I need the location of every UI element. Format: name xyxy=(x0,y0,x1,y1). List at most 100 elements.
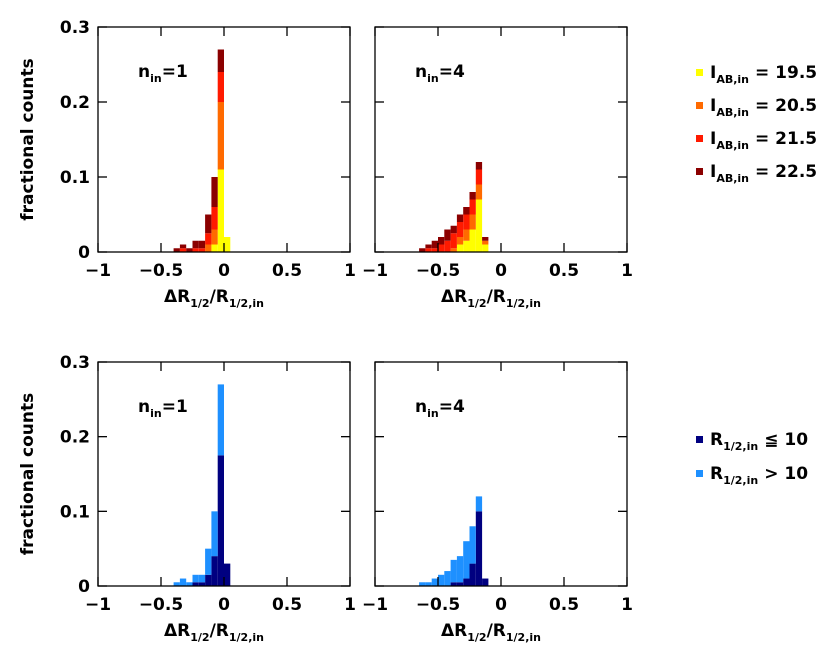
histogram-bar xyxy=(482,240,489,245)
histogram-bar xyxy=(198,582,206,586)
y-tick-label: 0.1 xyxy=(60,502,90,522)
text-part: =4 xyxy=(439,397,465,417)
histogram-bar xyxy=(198,240,206,249)
histogram-bar xyxy=(469,214,476,230)
histogram-bar xyxy=(450,559,457,583)
legend-value: ≦ 10 xyxy=(764,430,808,450)
histogram-bar xyxy=(475,199,483,252)
legend-value: > 10 xyxy=(764,464,808,484)
histogram-bar xyxy=(192,248,199,252)
histogram-bar xyxy=(438,574,445,586)
histogram-bar xyxy=(475,496,483,512)
legend-swatch xyxy=(696,102,703,109)
text-part: n xyxy=(415,62,427,82)
subscript: in xyxy=(150,72,162,85)
histogram-bar xyxy=(179,248,187,252)
histogram-bar xyxy=(425,244,432,249)
histogram-bar xyxy=(205,548,212,575)
x-tick-label: 1 xyxy=(621,261,633,281)
y-tick-label: 0.3 xyxy=(60,353,90,373)
x-axis-label: ΔR1/2/R1/2,in xyxy=(164,621,264,644)
text-part: ΔR xyxy=(164,287,190,307)
histogram-bar xyxy=(173,248,180,252)
legend-name: I xyxy=(710,162,716,182)
y-tick-label: 0.1 xyxy=(60,168,90,188)
legend-subscript: AB,in xyxy=(716,172,749,185)
x-tick-label: −0.5 xyxy=(139,595,183,615)
histogram-bar xyxy=(463,214,470,230)
histogram-bar xyxy=(179,244,187,249)
histogram-bar xyxy=(425,582,432,586)
histogram-bar xyxy=(211,177,218,207)
x-tick-label: 1 xyxy=(344,595,356,615)
legend-swatch xyxy=(696,69,703,76)
x-tick-label: −1 xyxy=(362,261,388,281)
histogram-bar xyxy=(463,240,470,252)
legend-value: = 21.5 xyxy=(755,129,817,149)
histogram-bar xyxy=(419,248,426,252)
histogram-bar xyxy=(450,248,457,252)
histogram-bar xyxy=(198,574,206,583)
histogram-bar xyxy=(211,556,218,586)
x-tick-label: −1 xyxy=(362,595,388,615)
histogram-bar xyxy=(475,169,483,185)
histogram-bar xyxy=(450,225,457,234)
subscript: 1/2,in xyxy=(506,297,541,310)
legend-name: I xyxy=(710,96,716,116)
histogram-bar xyxy=(469,192,476,200)
histogram-bar xyxy=(425,248,432,252)
histogram-bar xyxy=(211,207,218,230)
x-tick-label: −0.5 xyxy=(139,261,183,281)
histogram-bar xyxy=(205,244,212,252)
subscript: 1/2 xyxy=(467,631,486,644)
x-tick-label: −0.5 xyxy=(416,261,460,281)
histogram-bar xyxy=(431,248,438,252)
histogram-bar xyxy=(469,229,476,252)
legend-swatch xyxy=(696,470,703,477)
histogram-bar xyxy=(217,49,224,72)
text-part: ΔR xyxy=(164,621,190,641)
legend-label: R1/2,in > 10 xyxy=(710,464,808,487)
text-part: n xyxy=(415,397,427,417)
legend-name: I xyxy=(710,129,716,149)
legend-subscript: AB,in xyxy=(716,73,749,86)
text-part: n xyxy=(138,62,150,82)
legend-label: IAB,in = 21.5 xyxy=(710,129,817,152)
histogram-bar xyxy=(463,229,470,241)
legend-swatch xyxy=(696,436,703,443)
histogram-bar xyxy=(186,248,193,252)
subscript: 1/2,in xyxy=(506,631,541,644)
legend-value: = 20.5 xyxy=(755,96,817,116)
histogram-bar xyxy=(211,511,218,557)
x-tick-label: 0.5 xyxy=(549,261,579,281)
text-part: /R xyxy=(210,287,229,307)
legend-label: IAB,in = 19.5 xyxy=(710,63,817,86)
panel-annotation: nin=4 xyxy=(415,397,465,420)
histogram-bar xyxy=(456,237,464,245)
y-axis-label: fractional counts xyxy=(18,393,38,556)
legend-subscript: AB,in xyxy=(716,106,749,119)
histogram-bar xyxy=(456,582,464,586)
legend-swatch xyxy=(696,168,703,175)
histogram-bar xyxy=(173,582,180,586)
histogram-bar xyxy=(192,574,199,583)
x-tick-label: 0 xyxy=(495,261,507,281)
subscript: 1/2,in xyxy=(229,297,264,310)
legend-name: R xyxy=(710,464,723,484)
histogram-bar xyxy=(431,578,438,586)
legend-subscript: AB,in xyxy=(716,139,749,152)
histogram-bar xyxy=(444,571,451,586)
x-tick-label: −1 xyxy=(85,595,111,615)
text-part: /R xyxy=(210,621,229,641)
subscript: in xyxy=(150,407,162,420)
histogram-bar xyxy=(192,240,199,249)
histogram-bar xyxy=(211,244,218,252)
histogram-bar xyxy=(217,169,224,252)
y-tick-label: 0.2 xyxy=(60,428,90,448)
histogram-bar xyxy=(438,237,445,245)
subscript: 1/2 xyxy=(467,297,486,310)
histogram-bar xyxy=(419,582,426,586)
x-tick-label: 0.5 xyxy=(549,595,579,615)
subscript: in xyxy=(427,407,439,420)
